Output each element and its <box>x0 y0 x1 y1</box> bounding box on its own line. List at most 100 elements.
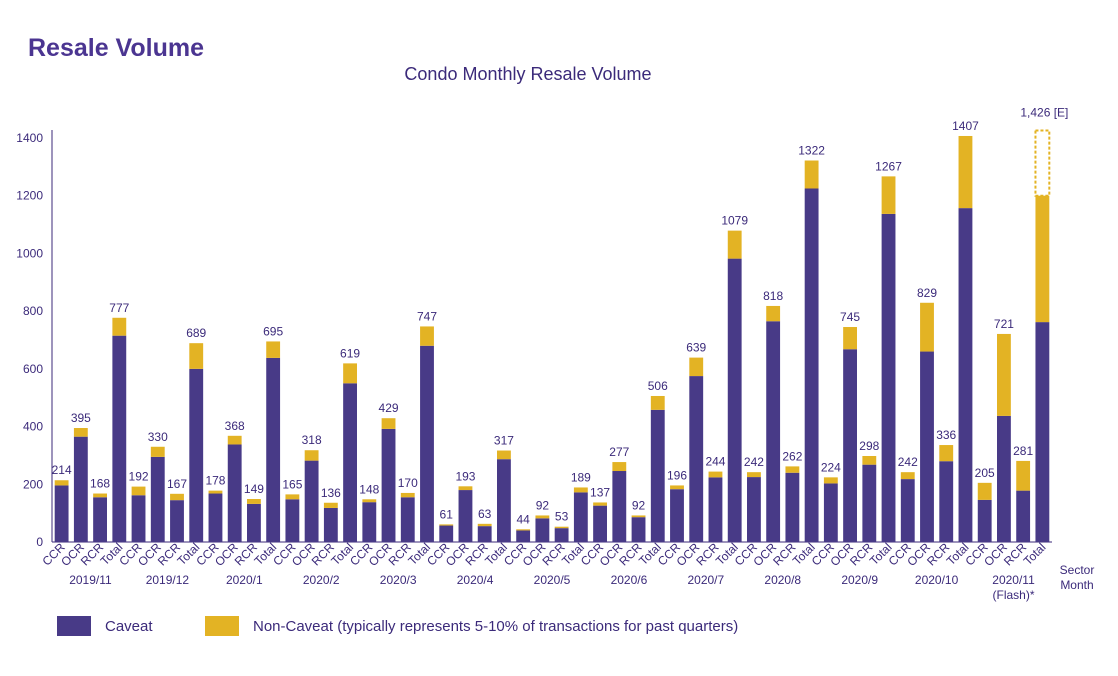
x-axis-title: Sector <box>1060 563 1095 577</box>
data-label: 695 <box>263 324 283 338</box>
bar-caveat <box>381 428 396 542</box>
bar-non-caveat <box>131 486 146 496</box>
bar-caveat <box>958 208 973 542</box>
bar-caveat <box>73 436 88 542</box>
x-tick-label-month: 2020/6 <box>611 573 648 587</box>
bar-caveat <box>573 492 588 542</box>
bar-non-caveat <box>997 333 1011 416</box>
bar-caveat <box>689 376 704 542</box>
legend-label-caveat: Caveat <box>105 617 153 635</box>
legend-swatch-non-caveat <box>205 616 239 636</box>
bar-non-caveat <box>112 317 127 336</box>
bar-caveat <box>650 409 665 542</box>
data-label: 262 <box>782 449 802 463</box>
bar-non-caveat <box>400 492 415 498</box>
bar-non-caveat <box>477 523 492 527</box>
data-label-estimate: 1,426 [E] <box>1020 105 1068 119</box>
data-label: 61 <box>440 507 454 521</box>
bar-caveat <box>1035 322 1050 542</box>
data-label: 244 <box>705 455 725 469</box>
x-tick-label-month: 2020/2 <box>303 573 340 587</box>
y-tick-label: 0 <box>36 535 43 549</box>
bar-caveat <box>458 490 473 542</box>
bar-caveat <box>227 444 242 542</box>
x-tick-label-month: 2020/11 <box>992 573 1035 587</box>
bar-non-caveat <box>150 446 165 457</box>
bar-caveat <box>977 499 992 542</box>
bar-caveat <box>612 471 627 542</box>
bar-non-caveat <box>612 462 627 472</box>
bar-caveat <box>170 500 184 542</box>
data-label: 689 <box>186 326 206 340</box>
y-tick-label: 200 <box>23 477 43 491</box>
bar-non-caveat <box>497 450 511 460</box>
data-label: 189 <box>571 470 591 484</box>
bar-non-caveat <box>535 515 550 519</box>
bar-caveat <box>804 188 819 542</box>
data-label: 1267 <box>875 159 902 173</box>
bar-caveat <box>439 525 454 542</box>
bar-caveat <box>323 507 338 542</box>
data-label: 44 <box>516 512 530 526</box>
y-tick-label: 1000 <box>16 246 43 260</box>
bar-non-caveat <box>381 418 396 429</box>
y-tick-label: 1200 <box>16 189 43 203</box>
data-label: 619 <box>340 346 360 360</box>
bar-caveat <box>727 258 742 542</box>
bar-caveat <box>747 477 761 542</box>
bar-non-caveat <box>516 529 531 531</box>
bar-caveat <box>881 213 896 542</box>
bar-non-caveat <box>208 490 223 494</box>
bar-caveat <box>247 503 261 542</box>
page-title: Resale Volume <box>28 34 205 62</box>
data-label: 137 <box>590 485 610 499</box>
bar-caveat <box>362 502 377 542</box>
data-label: 92 <box>632 498 646 512</box>
bar-caveat <box>420 345 434 542</box>
bar-caveat <box>54 485 69 542</box>
chart-title: Condo Monthly Resale Volume <box>404 64 652 84</box>
data-label: 318 <box>302 433 322 447</box>
data-label: 168 <box>90 477 110 491</box>
x-tick-label-month: 2019/11 <box>69 573 112 587</box>
data-label: 281 <box>1013 444 1033 458</box>
data-label: 53 <box>555 510 569 524</box>
x-axis-title: Month <box>1060 578 1093 592</box>
bar-non-caveat <box>862 456 877 465</box>
bar-non-caveat <box>266 341 281 358</box>
data-label: 1407 <box>952 119 979 133</box>
bar-caveat <box>554 528 569 542</box>
y-tick-label: 1400 <box>16 131 43 145</box>
data-label: 277 <box>609 445 629 459</box>
data-label: 777 <box>109 301 129 315</box>
data-label: 167 <box>167 477 187 491</box>
bar-estimate-outline <box>1034 129 1051 197</box>
data-label: 63 <box>478 507 492 521</box>
bar-non-caveat <box>362 499 377 503</box>
bar-non-caveat <box>631 515 646 518</box>
bar-non-caveat <box>823 477 838 484</box>
bar-non-caveat <box>727 230 742 259</box>
bar-caveat <box>304 460 319 542</box>
bar-caveat <box>785 472 800 542</box>
data-label: 336 <box>936 428 956 442</box>
data-label: 224 <box>821 460 841 474</box>
bar-non-caveat <box>93 493 107 498</box>
data-label: 193 <box>455 469 475 483</box>
y-tick-label: 600 <box>23 362 43 376</box>
x-tick-label-month: 2020/7 <box>687 573 724 587</box>
data-label: 165 <box>282 477 302 491</box>
x-tick-label-month: (Flash)* <box>993 588 1035 602</box>
bar-non-caveat <box>227 435 242 445</box>
bar-caveat <box>208 493 223 542</box>
bar-caveat <box>997 415 1011 542</box>
bar-non-caveat <box>977 482 992 500</box>
bar-non-caveat <box>420 326 434 346</box>
bar-caveat <box>343 383 357 542</box>
data-label: 196 <box>667 468 687 482</box>
bar-non-caveat <box>439 524 454 526</box>
bar-caveat <box>593 505 607 542</box>
bar-non-caveat <box>958 135 973 209</box>
data-label: 395 <box>71 411 91 425</box>
data-label: 205 <box>975 466 995 480</box>
